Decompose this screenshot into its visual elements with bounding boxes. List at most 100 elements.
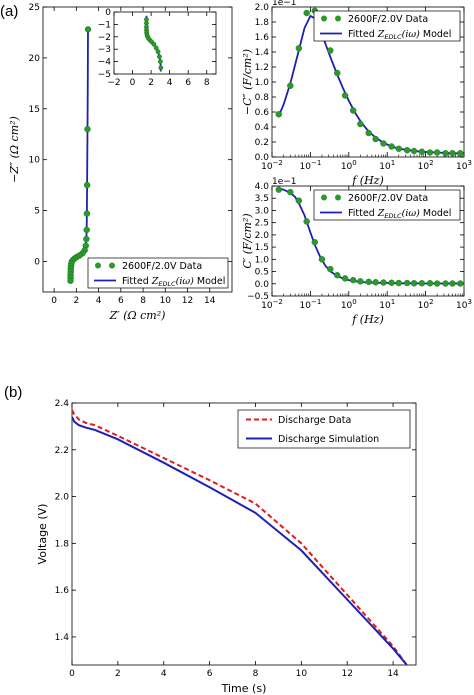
c-double-prime-marker [457,150,464,157]
panel-label-a: (a) [0,3,18,20]
nyquist-legend-marker [95,262,101,269]
c-double-prime-xtick-label: 102 [418,159,434,172]
c-double-prime-plot: 10−2 10−1 100 101 102 103 0.0 0.2 0.4 0.6 0.8 1.0 1.… [241,0,472,187]
c-double-prime-ytick-label: 0.8 [255,93,270,103]
c-prime-y-multiplier: 1e−1 [272,177,297,187]
c-prime-marker [433,280,441,287]
c-double-prime-ytick-label: 0.2 [255,138,269,148]
discharge-ytick-label: 1.6 [55,586,70,596]
c-prime-xtick-label: 102 [418,298,434,311]
panel-label-b: (b) [4,384,22,401]
nyquist-inset-ytick-label: −1 [98,20,111,30]
nyquist-inset-xtick-label: 4 [167,78,173,88]
c-prime-ytick-label: 2.0 [255,231,270,241]
c-prime-marker [426,280,434,287]
c-prime-marker [365,278,372,286]
discharge-ytick-label: 1.4 [55,633,70,643]
nyquist-xtick-label: 12 [182,296,193,306]
c-double-prime-ytick-label: 1.6 [255,33,270,43]
c-double-prime-marker [334,69,341,77]
discharge-frame [71,402,417,666]
c-prime-xlabel: f (Hz) [351,313,384,326]
c-double-prime-marker [287,82,294,89]
discharge-legend-box [237,409,411,449]
c-prime-marker [388,279,395,286]
c-double-prime-ytick-label: 0.4 [255,123,270,133]
nyquist-marker [83,226,90,234]
c-double-prime-marker [372,135,379,143]
nyquist-xtick-label: 0 [51,296,57,306]
nyquist-frame [42,6,233,293]
nyquist-xtick-label: 6 [118,296,124,306]
nyquist-xtick-label: 8 [140,296,146,306]
nyquist-inset-xtick-label: −2 [107,78,120,88]
c-prime-ytick-label: 2.5 [255,219,269,229]
nyquist-ytick-label: 0 [34,257,40,267]
nyquist-xtick-label: 2 [73,296,79,306]
discharge-xtick-label: 8 [253,669,259,679]
c-double-prime-legend-label: Fitted ZEDLC(iω) Model [348,29,451,41]
c-prime-ytick-label: 1.5 [255,243,269,253]
nyquist-ylabel: −Z″ (Ω cm²) [8,116,21,183]
c-double-prime-xtick-label: 10−1 [300,159,322,172]
c-prime-marker [372,279,379,286]
discharge-xtick-label: 0 [69,669,75,679]
nyquist-inset-marker [157,54,162,60]
nyquist-marker [83,210,91,217]
discharge-xtick-label: 4 [161,669,167,679]
nyquist-legend-label: 2600F/2.0V Data [122,261,202,272]
c-double-prime-ytick-label: 1.8 [255,18,270,28]
c-prime-ytick-label: 4.0 [255,182,270,192]
c-double-prime-marker [403,147,411,154]
c-double-prime-ytick-label: 2.0 [255,3,270,13]
c-double-prime-ylabel: −C″ (F/cm²) [241,49,254,115]
nyquist-ytick-label: 15 [29,105,40,115]
c-double-prime-marker [327,47,334,54]
nyquist-ytick-label: 25 [29,3,40,13]
c-double-prime-marker [449,150,456,157]
c-double-prime-ytick-label: 1.4 [255,48,270,58]
c-prime-marker [403,279,411,287]
c-prime-ytick-label: 0.0 [255,280,270,290]
c-double-prime-marker [410,147,418,155]
c-prime-xtick-label: 10−2 [261,298,283,311]
nyquist-inset-marker [151,41,157,47]
c-prime-ytick-label: 3.5 [255,194,269,204]
discharge-xtick-label: 6 [207,669,213,679]
c-double-prime-marker [433,149,441,156]
c-prime-marker [418,280,426,287]
c-prime-frame [271,185,465,297]
nyquist-ytick-label: 10 [29,156,41,166]
nyquist-inset-ytick-label: −3 [98,45,111,55]
c-prime-legend-label: 2600F/2.0V Data [348,193,428,204]
c-double-prime-marker [365,129,372,137]
nyquist-xtick-label: 4 [96,296,102,306]
discharge-ytick-label: 1.8 [55,539,70,549]
nyquist-inset-plot: −2 0 2 4 6 8 0 −1 −2 −3 −4 −5 [98,8,217,88]
nyquist-marker [83,235,90,243]
c-prime-ytick-label: 3.0 [255,206,270,216]
discharge-xtick-label: 12 [341,669,352,679]
nyquist-legend-label: Fitted ZEDLC(iω) Model [122,276,225,288]
c-double-prime-marker [442,150,449,157]
c-double-prime-legend-marker [321,15,327,22]
c-prime-marker [275,186,282,193]
nyquist-inset-xtick-label: 0 [130,78,136,88]
nyquist-marker [84,125,91,133]
discharge-ylabel: Voltage (V) [36,504,49,565]
c-double-prime-xtick-label: 101 [379,159,395,172]
c-prime-marker [457,280,464,287]
c-double-prime-marker [395,145,402,152]
discharge-xtick-label: 10 [296,669,308,679]
nyquist-inset-ytick-label: −5 [98,70,111,80]
c-double-prime-legend-label: 2600F/2.0V Data [348,14,428,25]
nyquist-ytick-label: 5 [34,207,40,217]
nyquist-marker [84,26,92,33]
c-prime-ytick-label: 0.5 [255,268,269,278]
nyquist-inset-marker [155,49,161,55]
discharge-line-1 [72,416,408,665]
discharge-xtick-label: 2 [115,669,121,679]
c-prime-marker [357,278,364,285]
